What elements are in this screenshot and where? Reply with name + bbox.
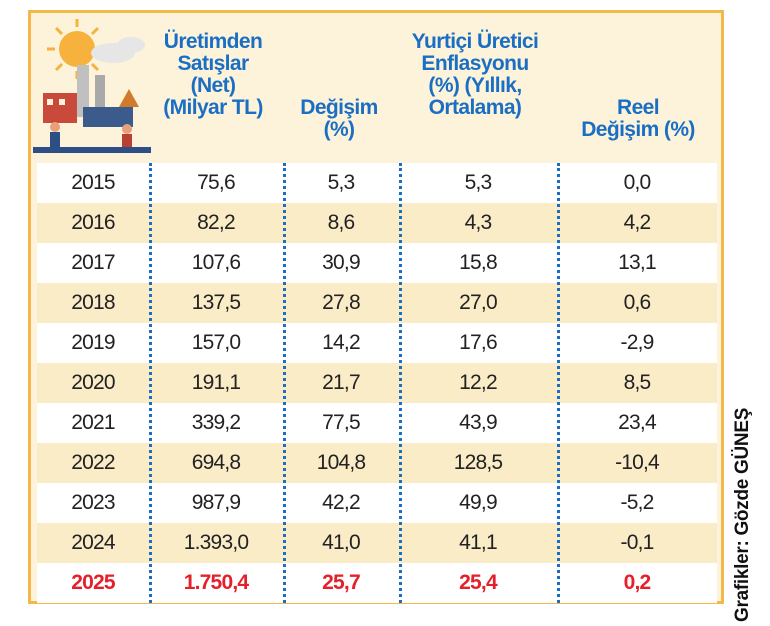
factory-icon [43, 65, 139, 127]
table-row: 2022 694,8 104,8 128,5 -10,4 [37, 443, 717, 483]
cell-inflation: 5,3 [464, 171, 493, 194]
cell-inflation: 17,6 [459, 331, 497, 354]
credit-label: Grafikler: Gözde GÜNEŞ [732, 407, 753, 622]
table-row: 2021 339,2 77,5 43,9 23,4 [37, 403, 717, 443]
header-sales-line-3: (Net) [190, 74, 236, 97]
cell-real: -0,1 [620, 531, 655, 554]
cell-real: -2,9 [620, 331, 655, 354]
header-change-line-1: Değişim [300, 96, 378, 119]
table-row: 2019 157,0 14,2 17,6 -2,9 [37, 323, 717, 363]
header-inflation-line-3: (%) (Yıllık, [428, 74, 522, 97]
header-real-line-2: Değişim (%) [581, 118, 695, 141]
cell-change: 30,9 [322, 251, 360, 274]
header-inflation: Yurtiçi Üretici Enflasyonu (%) (Yıllık, … [393, 31, 557, 119]
table-row: 2020 191,1 21,7 12,2 8,5 [37, 363, 717, 403]
cell-change: 21,7 [322, 371, 360, 394]
column-divider [557, 163, 560, 603]
cell-sales: 75,6 [197, 171, 235, 194]
cell-change: 42,2 [322, 491, 360, 514]
cell-sales: 1.393,0 [183, 531, 249, 554]
column-divider [399, 163, 402, 603]
cell-inflation: 41,1 [459, 531, 497, 554]
cell-real: -5,2 [620, 491, 655, 514]
cell-inflation: 49,9 [459, 491, 497, 514]
header-sales-line-2: Satışlar [177, 52, 249, 75]
cell-sales: 137,5 [191, 291, 241, 314]
cell-real: 0,6 [623, 291, 652, 314]
table-row: 2023 987,9 42,2 49,9 -5,2 [37, 483, 717, 523]
cell-sales: 82,2 [197, 211, 235, 234]
header-real: Reel Değişim (%) [563, 97, 713, 141]
cell-change: 41,0 [322, 531, 360, 554]
cell-year: 2025 [71, 571, 115, 594]
cell-year: 2023 [71, 491, 115, 514]
cell-year: 2017 [71, 251, 115, 274]
cell-sales: 987,9 [191, 491, 241, 514]
table-row: 2015 75,6 5,3 5,3 0,0 [37, 163, 717, 203]
header-sales-line-1: Üretimden [163, 30, 263, 53]
header-sales-line-4: (Milyar TL) [163, 96, 263, 119]
cell-real: -10,4 [615, 451, 660, 474]
cell-inflation: 12,2 [459, 371, 497, 394]
cell-year: 2019 [71, 331, 115, 354]
cell-real: 0,0 [623, 171, 652, 194]
cell-real: 23,4 [618, 411, 656, 434]
header-inflation-line-2: Enflasyonu [421, 52, 529, 75]
header-inflation-line-4: Ortalama) [428, 96, 522, 119]
smoke-cloud-icon [91, 37, 145, 63]
cell-year: 2018 [71, 291, 115, 314]
cell-change: 8,6 [327, 211, 356, 234]
cell-inflation: 15,8 [459, 251, 497, 274]
cell-inflation: 4,3 [464, 211, 493, 234]
cell-inflation: 128,5 [453, 451, 503, 474]
cell-change: 104,8 [316, 451, 366, 474]
cell-change: 27,8 [322, 291, 360, 314]
table-row: 2024 1.393,0 41,0 41,1 -0,1 [37, 523, 717, 563]
cell-change: 5,3 [327, 171, 356, 194]
header-sales: Üretimden Satışlar (Net) (Milyar TL) [149, 31, 277, 119]
cell-real: 8,5 [623, 371, 652, 394]
cell-real: 0,2 [623, 571, 652, 594]
cell-year: 2015 [71, 171, 115, 194]
cell-year: 2016 [71, 211, 115, 234]
column-divider [149, 163, 152, 603]
cell-year: 2021 [71, 411, 115, 434]
header-change-line-2: (%) [323, 118, 355, 141]
cell-inflation: 43,9 [459, 411, 497, 434]
ground-bar [33, 147, 151, 153]
cell-change: 25,7 [322, 571, 360, 594]
cell-inflation: 27,0 [459, 291, 497, 314]
factory-sun-illustration [33, 19, 151, 153]
header-inflation-line-1: Yurtiçi Üretici [411, 30, 539, 53]
cell-sales: 694,8 [191, 451, 241, 474]
column-divider [283, 163, 286, 603]
cell-real: 4,2 [623, 211, 652, 234]
cell-change: 77,5 [322, 411, 360, 434]
cell-change: 14,2 [322, 331, 360, 354]
cell-year: 2020 [71, 371, 115, 394]
people-icon [50, 122, 132, 148]
cell-real: 13,1 [618, 251, 656, 274]
cell-sales: 157,0 [191, 331, 241, 354]
cell-inflation: 25,4 [459, 571, 497, 594]
cell-sales: 107,6 [191, 251, 241, 274]
table-row: 2017 107,6 30,9 15,8 13,1 [37, 243, 717, 283]
table-row: 2025 1.750,4 25,7 25,4 0,2 [37, 563, 717, 603]
cell-sales: 1.750,4 [183, 571, 249, 594]
table-frame: Üretimden Satışlar (Net) (Milyar TL) Değ… [28, 10, 724, 604]
cell-year: 2024 [71, 531, 115, 554]
table-row: 2016 82,2 8,6 4,3 4,2 [37, 203, 717, 243]
cell-sales: 339,2 [191, 411, 241, 434]
cell-year: 2022 [71, 451, 115, 474]
header-real-line-1: Reel [617, 96, 660, 119]
cell-sales: 191,1 [191, 371, 241, 394]
table-row: 2018 137,5 27,8 27,0 0,6 [37, 283, 717, 323]
header-change: Değişim (%) [283, 97, 395, 141]
